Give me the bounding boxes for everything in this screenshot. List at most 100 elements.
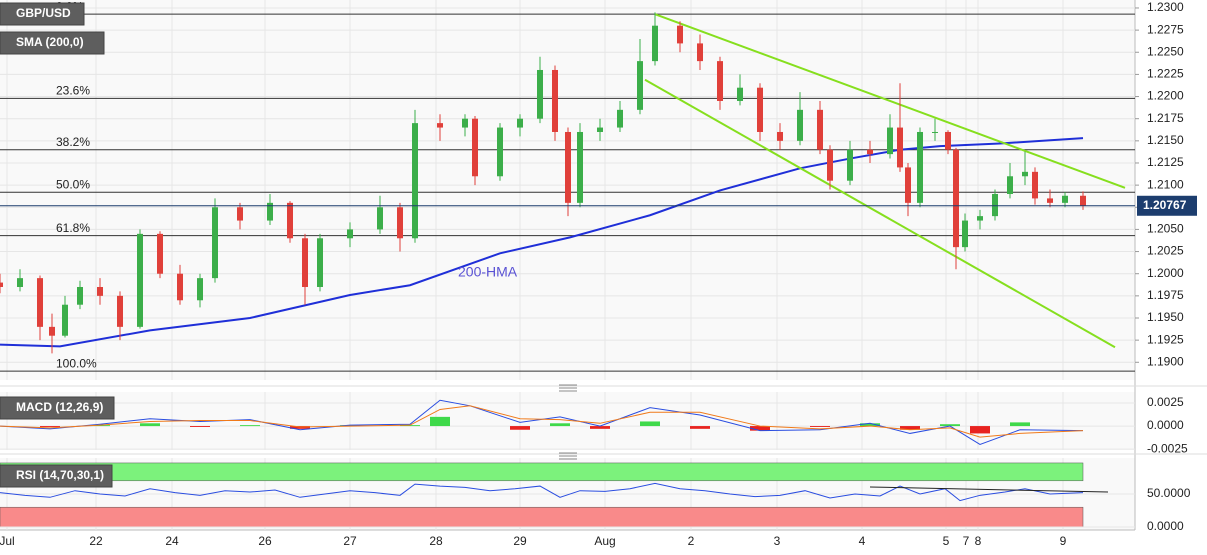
candle-body [577, 131, 583, 203]
candle-body [397, 207, 403, 239]
y-tick-label: 1.2225 [1147, 67, 1184, 81]
macd-histogram-bar [900, 426, 920, 430]
candle-body [497, 127, 503, 177]
rsi-title: RSI (14,70,30,1) [16, 468, 104, 482]
x-tick-label: 9 [1060, 534, 1067, 548]
macd-histogram-bar [190, 426, 210, 427]
candle-body [817, 109, 823, 150]
fib-label: 61.8% [56, 221, 90, 235]
y-tick-label: 1.2300 [1147, 0, 1184, 14]
candle-body [917, 131, 923, 203]
macd-histogram-bar [240, 425, 260, 427]
macd-histogram-bar [590, 426, 610, 429]
candle-body [137, 233, 143, 327]
macd-histogram-bar [860, 423, 880, 427]
resize-handle[interactable] [559, 384, 577, 392]
candle-body [377, 207, 383, 230]
candle-body [472, 118, 478, 177]
candle-body [517, 118, 523, 128]
candle-body [697, 43, 703, 62]
candle-body [177, 273, 183, 301]
candle-body [17, 278, 23, 287]
candle-body [797, 109, 803, 141]
x-tick-label: 3 [774, 534, 781, 548]
indicator-box[interactable]: SMA (200,0) [0, 31, 105, 55]
candle-body [977, 216, 983, 221]
candle-body [0, 282, 3, 287]
y-tick-label: 0.0025 [1147, 395, 1184, 409]
candle-body [287, 202, 293, 239]
macd-histogram-bar [640, 421, 660, 427]
x-tick-label: 26 [258, 534, 272, 548]
symbol-box[interactable]: GBP/USD [0, 2, 85, 26]
candle-body [77, 286, 83, 305]
candle-body [962, 220, 968, 248]
macd-histogram-bar [40, 426, 60, 427]
candle-body [1062, 195, 1068, 203]
y-tick-label: 1.1925 [1147, 332, 1184, 346]
candle-body [37, 278, 43, 327]
x-tick-label: 2 [688, 534, 695, 548]
candle-body [737, 87, 743, 101]
candle-body [847, 149, 853, 181]
resize-handle[interactable] [559, 452, 577, 460]
y-tick-label: 1.2175 [1147, 111, 1184, 125]
candle-body [565, 131, 571, 203]
candle-body [157, 233, 163, 274]
candle-body [717, 61, 723, 101]
candle-body [97, 286, 103, 296]
macd-histogram-bar [810, 426, 830, 427]
x-tick-label: 24 [165, 534, 179, 548]
candle-body [537, 69, 543, 119]
macd-histogram-bar [550, 423, 570, 427]
fib-label: 23.6% [56, 83, 90, 97]
signal-line [0, 405, 1084, 438]
candle-body [757, 87, 763, 132]
macd-histogram-bar [510, 426, 530, 430]
macd-histogram-bar [970, 426, 990, 434]
candle-body [945, 131, 951, 150]
macd-histogram-bar [940, 424, 960, 427]
y-tick-label: 50.0000 [1147, 486, 1191, 500]
candle-body [552, 69, 558, 132]
y-tick-label: 1.2250 [1147, 44, 1184, 58]
candle-body [197, 278, 203, 301]
candle-body [867, 149, 873, 155]
y-tick-label: 1.2000 [1147, 266, 1184, 280]
rsi-box[interactable]: RSI (14,70,30,1) [0, 464, 113, 488]
candle-body [897, 127, 903, 168]
rsi-trend-line [869, 486, 1109, 493]
candle-body [347, 229, 353, 239]
rsi-band [0, 462, 1084, 482]
macd-title: MACD (12,26,9) [16, 400, 103, 414]
candle-body [412, 123, 418, 239]
candle-body [992, 193, 998, 217]
candle-body [1022, 171, 1028, 177]
candle-body [953, 149, 959, 248]
fib-label: 50.0% [56, 177, 90, 191]
x-tick-label: Aug [594, 534, 615, 548]
y-tick-label: 0.0000 [1147, 519, 1184, 533]
macd-histogram-bar [690, 426, 710, 429]
rsi-band [0, 506, 1084, 528]
rsi-box-bg [0, 464, 113, 488]
candle-body [905, 167, 911, 203]
candle-body [827, 149, 833, 181]
macd-histogram-bar [430, 416, 450, 427]
y-tick-label: -0.0025 [1147, 441, 1188, 455]
y-tick-label: 1.1950 [1147, 310, 1184, 324]
candle-body [302, 238, 308, 287]
x-tick-label: 28 [429, 534, 443, 548]
macd-histogram-bar [1010, 422, 1030, 427]
x-tick-label: Jul [0, 534, 15, 548]
sma-annotation: 200-HMA [458, 264, 518, 280]
y-tick-label: 1.2200 [1147, 89, 1184, 103]
y-tick-label: 1.2025 [1147, 244, 1184, 258]
macd-box[interactable]: MACD (12,26,9) [0, 396, 115, 420]
plot-layer: Jul 22 24 26 27 28 29 Aug 2 3 4 5 7 8 9 1.1900 1.1925 1.1… [0, 0, 1197, 548]
x-tick-label: 5 [943, 534, 950, 548]
trend-line [654, 13, 1126, 189]
candle-body [317, 238, 323, 287]
x-tick-label: 22 [89, 534, 103, 548]
